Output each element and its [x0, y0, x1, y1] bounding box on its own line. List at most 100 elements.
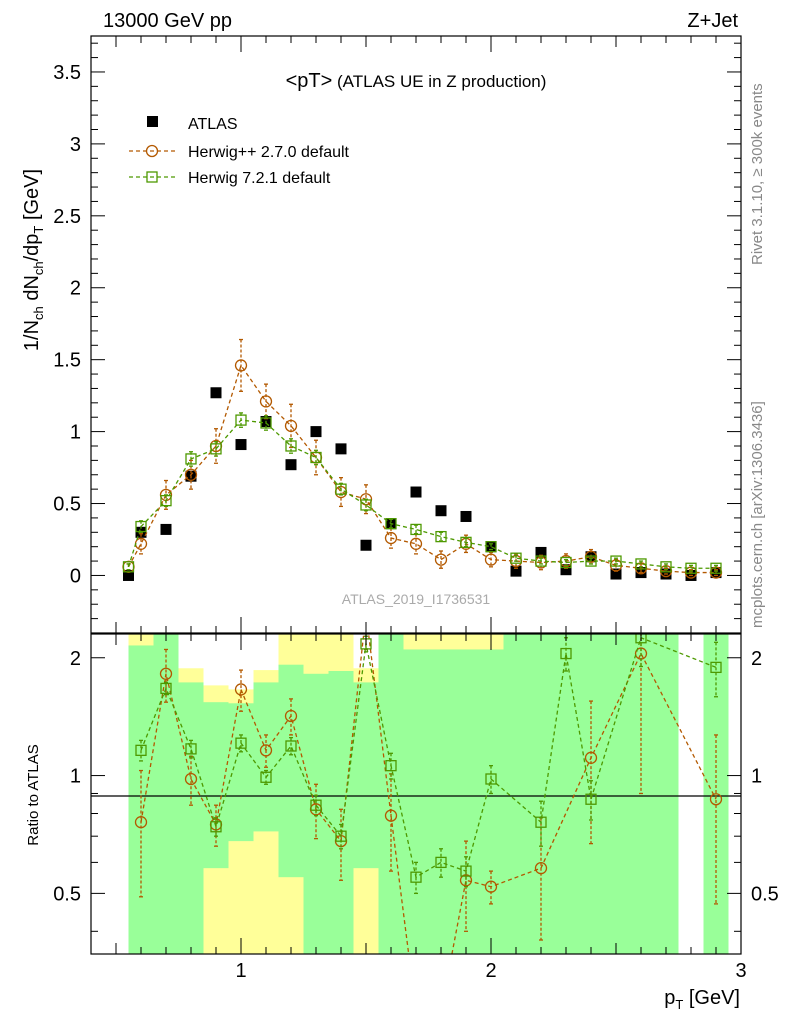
ratio-tick-label-right: 2 — [751, 648, 762, 670]
data-point-atlas — [410, 486, 422, 498]
y-tick-label: 3 — [70, 134, 81, 156]
data-point-ratio-herwig7 — [335, 830, 347, 842]
series-line-ratio-herwig7 — [140, 636, 717, 879]
data-point-ratio-herwigpp — [709, 793, 723, 806]
data-point-herwig7 — [160, 495, 172, 507]
data-point-ratio-herwigpp — [361, 608, 372, 619]
data-point-herwig7 — [485, 541, 497, 553]
ratio-band-green — [478, 649, 504, 954]
data-point-ratio-herwigpp — [259, 744, 273, 757]
data-point-herwig7 — [335, 483, 347, 495]
data-point-herwig7 — [660, 561, 672, 573]
y-tick-label: 0.5 — [53, 494, 81, 516]
data-point-ratio-herwigpp — [534, 862, 548, 875]
data-point-herwig7 — [435, 530, 447, 543]
legend-marker-atlas — [147, 116, 158, 127]
data-point-ratio-herwigpp — [184, 772, 198, 786]
data-point-ratio-herwig7 — [710, 661, 722, 674]
data-point-atlas — [285, 459, 297, 471]
ratio-band-green — [503, 634, 529, 954]
data-point-herwig7 — [135, 520, 147, 533]
data-point-herwigpp — [484, 553, 498, 566]
data-point-herwig7 — [610, 555, 622, 567]
ratio-tick-label-right: 0.5 — [751, 883, 779, 905]
title-sub-label: (ATLAS UE in Z production) — [332, 72, 546, 91]
data-point-herwigpp — [284, 419, 298, 432]
data-point-atlas — [510, 565, 522, 577]
data-point-atlas — [335, 443, 347, 455]
y-tick-label: 1 — [70, 422, 81, 444]
data-point-herwig7 — [285, 440, 297, 452]
data-point-ratio-herwig7 — [210, 821, 222, 833]
y-tick-label: 2 — [70, 278, 81, 300]
data-point-atlas — [560, 564, 572, 576]
data-point-atlas — [360, 539, 372, 551]
data-point-herwig7 — [510, 552, 522, 564]
data-point-ratio-herwig7 — [460, 865, 472, 877]
data-point-herwig7 — [585, 555, 597, 567]
legend-marker-herwig7 — [146, 171, 158, 183]
data-point-ratio-herwigpp — [436, 1006, 447, 1017]
data-point-ratio-herwig7 — [435, 856, 447, 869]
ratio-band-green — [653, 634, 679, 954]
data-point-atlas — [610, 568, 622, 580]
data-point-ratio-herwig7 — [310, 799, 322, 811]
data-point-herwig7 — [460, 536, 472, 549]
data-point-atlas — [310, 426, 322, 438]
data-point-herwig7 — [185, 453, 197, 465]
ratio-band-green — [178, 682, 204, 954]
data-point-atlas — [535, 546, 547, 558]
data-point-herwig7 — [685, 562, 697, 574]
data-point-ratio-herwigpp — [284, 709, 298, 723]
data-point-ratio-herwig7 — [185, 743, 197, 755]
data-point-herwig7 — [635, 558, 647, 570]
rivet-version-label: Rivet 3.1.10, ≥ 300k events — [749, 83, 766, 265]
ratio-band-green — [528, 634, 554, 954]
mcplots-reference-label: mcplots.cern.ch [arXiv:1306.3436] — [749, 401, 766, 628]
ratio-band-yellow — [353, 868, 379, 954]
ratio-uncertainty-bands — [128, 634, 729, 954]
ratio-y-axis-title: Ratio to ATLAS — [25, 744, 42, 845]
data-point-ratio-herwig7 — [260, 771, 272, 783]
data-point-atlas — [235, 439, 247, 451]
ratio-series-group — [134, 608, 723, 1017]
data-point-atlas — [460, 510, 472, 522]
legend-label-herwigpp: Herwig++ 2.7.0 default — [188, 144, 350, 161]
data-point-herwigpp — [384, 531, 398, 545]
data-point-ratio-herwig7 — [585, 793, 597, 805]
data-point-ratio-herwig7 — [485, 773, 497, 785]
data-point-ratio-herwig7 — [560, 647, 572, 660]
legend-marker-herwigpp — [145, 144, 159, 158]
legend-label-atlas: ATLAS — [188, 116, 238, 133]
ratio-band-green — [403, 649, 429, 954]
x-tick-label: 1 — [235, 960, 246, 982]
data-point-herwigpp — [434, 553, 448, 566]
data-point-ratio-herwig7 — [235, 737, 247, 749]
data-point-ratio-herwigpp — [159, 667, 173, 680]
data-point-atlas — [435, 505, 447, 517]
ratio-band-green — [603, 634, 629, 954]
main-y-axis-title: 1/Nch dNch/dpT [GeV] — [21, 169, 46, 351]
data-point-atlas — [123, 569, 134, 581]
data-point-ratio-herwigpp — [134, 816, 148, 829]
title-main-label: <pT> — [286, 70, 333, 92]
header-left-label: 13000 GeV pp — [103, 10, 232, 32]
x-axis-title: pT [GeV] — [664, 987, 740, 1012]
data-point-ratio-herwigpp — [411, 1006, 422, 1017]
data-point-ratio-herwig7 — [635, 634, 647, 644]
data-point-ratio-herwig7 — [535, 816, 547, 828]
data-point-herwigpp — [184, 468, 198, 481]
data-point-ratio-herwigpp — [584, 751, 598, 764]
data-point-herwig7 — [410, 523, 422, 536]
axes-group: 0 0.5 1 1.5 2 2.5 3 3.5 0.5 0.5 1 1 2 2 1 2 3 — [53, 36, 779, 982]
ratio-tick-label-right: 1 — [751, 766, 762, 788]
y-tick-label: 3.5 — [53, 62, 81, 84]
data-point-ratio-herwig7 — [135, 744, 147, 756]
ratio-band-green — [328, 671, 354, 954]
ratio-band-yellow — [253, 831, 279, 954]
data-point-ratio-herwig7 — [410, 871, 422, 883]
data-point-herwigpp — [259, 395, 273, 408]
data-point-herwig7 — [710, 562, 722, 574]
ratio-band-yellow — [203, 868, 229, 954]
